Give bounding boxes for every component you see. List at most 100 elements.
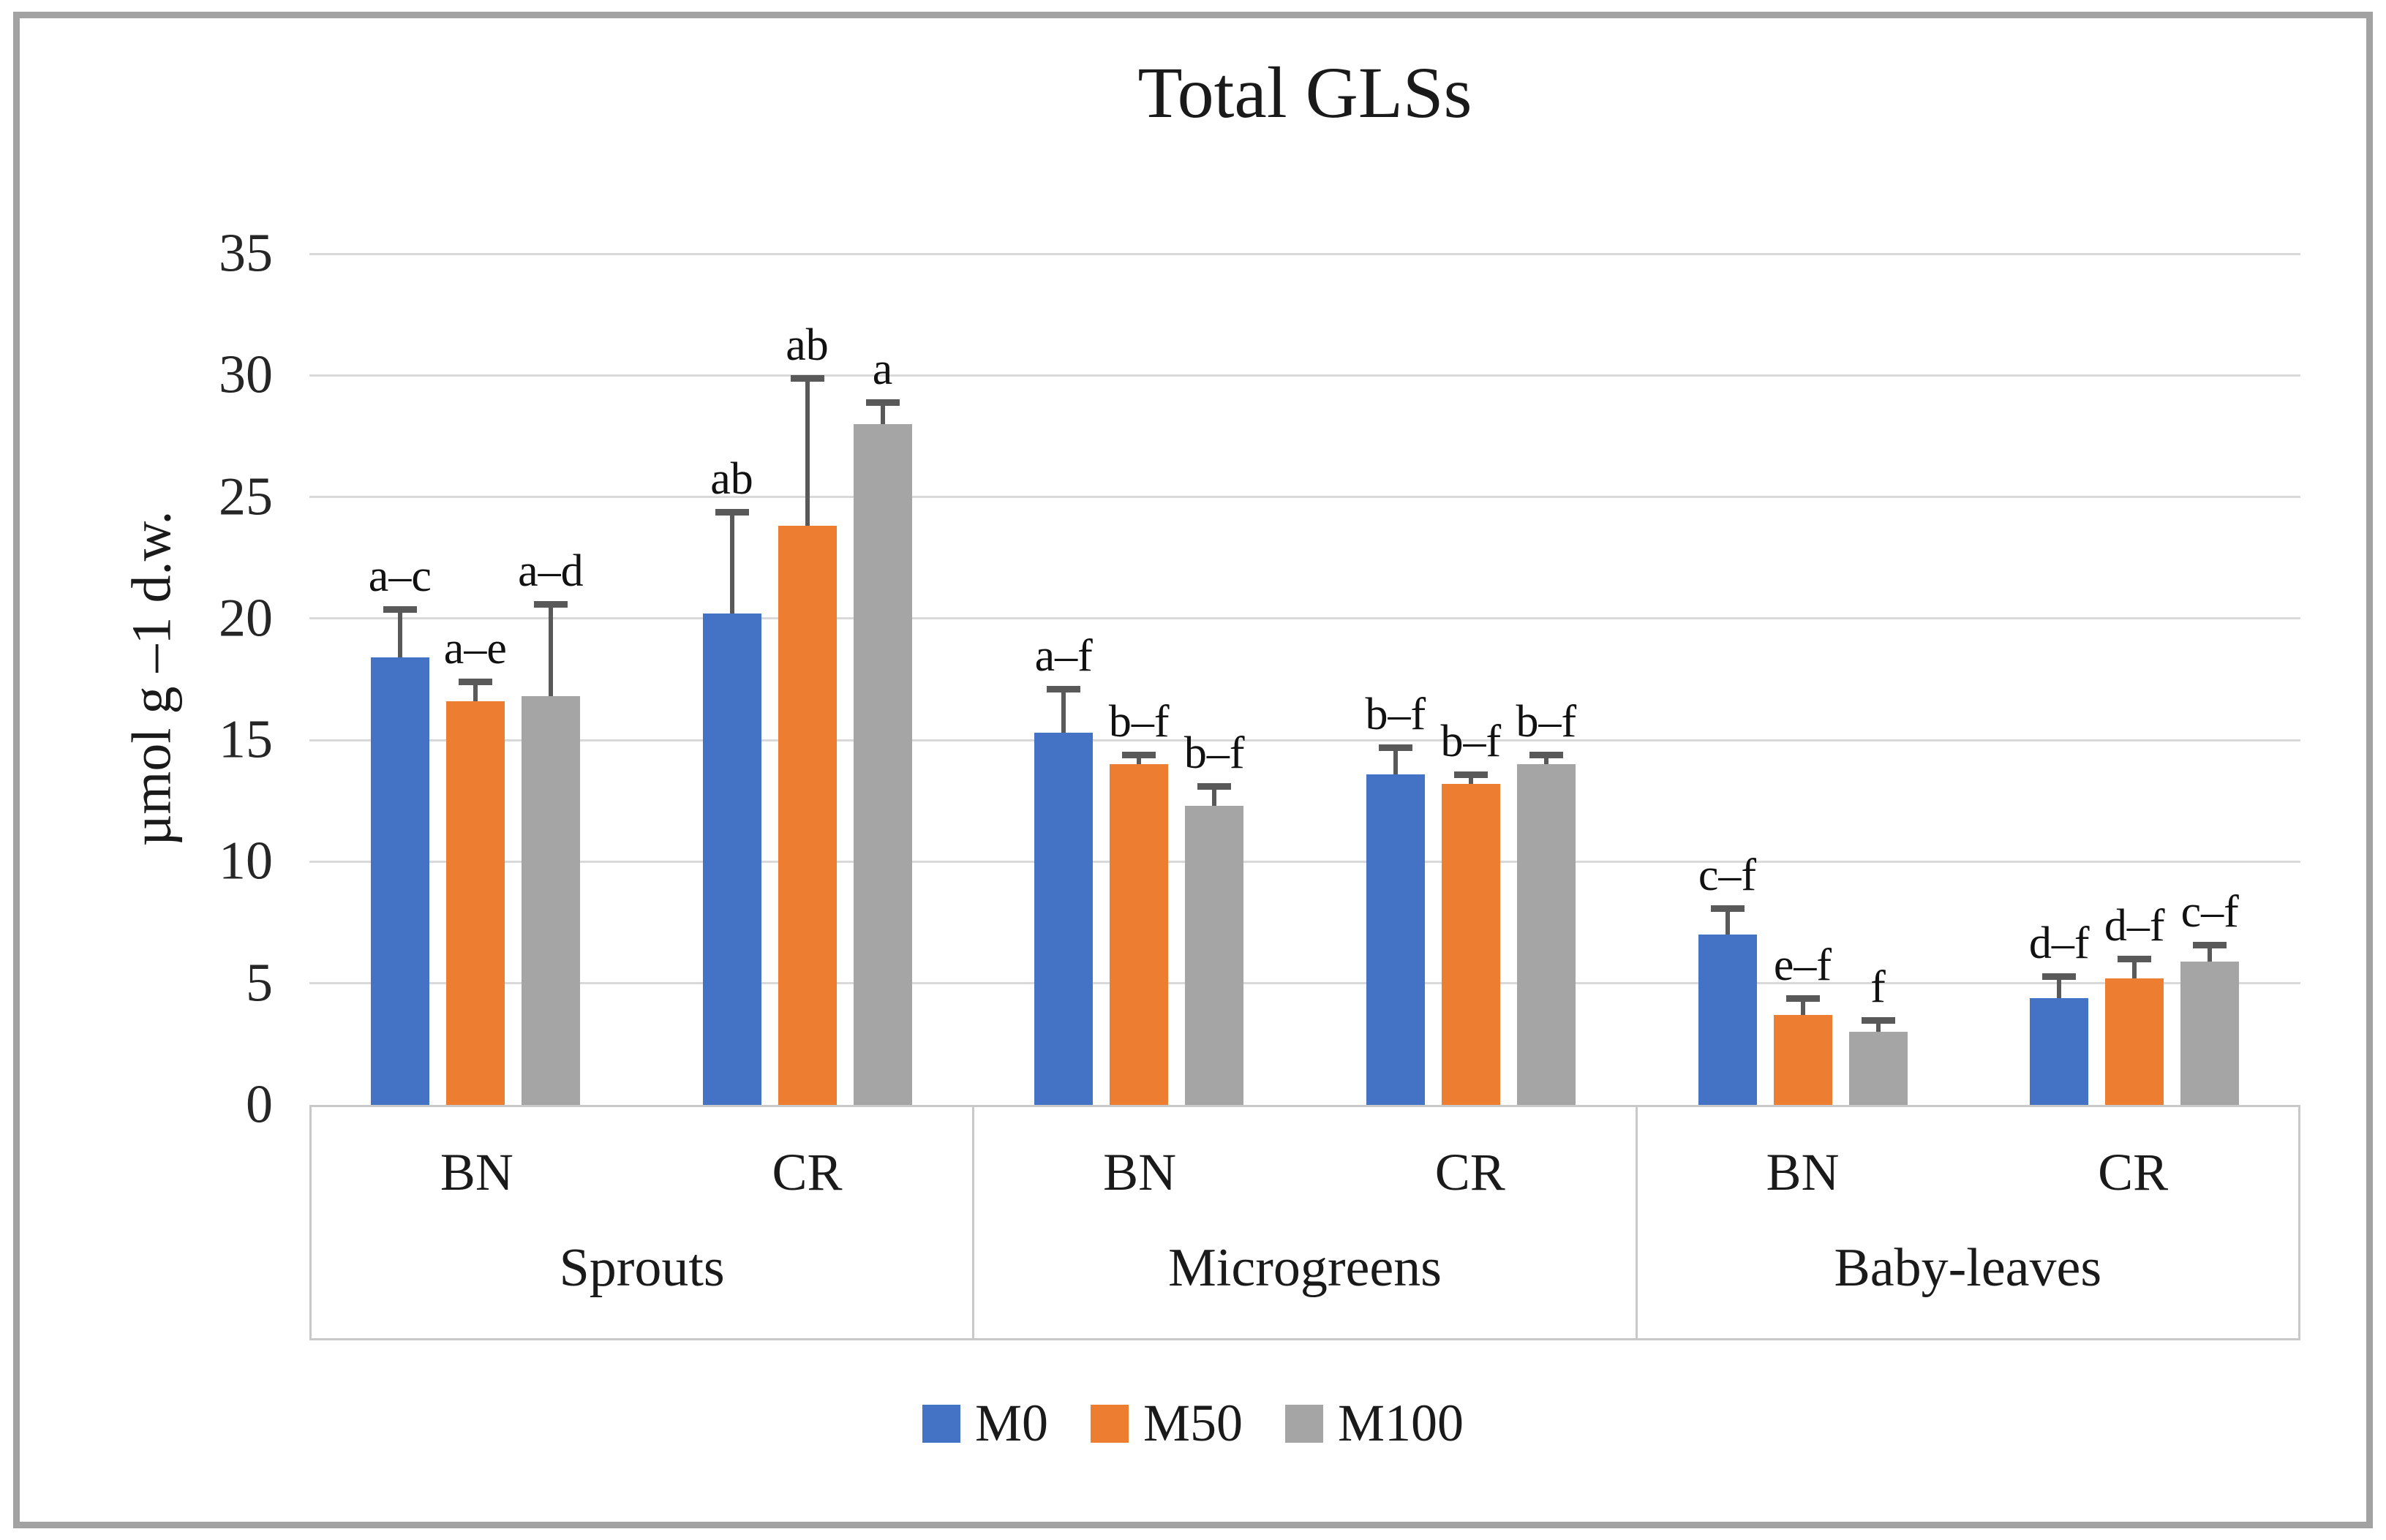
legend-swatch-icon xyxy=(1090,1404,1129,1443)
error-bar-cap xyxy=(790,374,824,382)
significance-letter: ab xyxy=(786,320,829,370)
bar-sprouts-bn-m0 xyxy=(370,657,429,1105)
error-bar xyxy=(548,603,553,697)
bar-sprouts-bn-m100 xyxy=(521,696,580,1105)
y-tick-label: 35 xyxy=(219,223,273,284)
error-bar-cap xyxy=(533,600,568,608)
gridline xyxy=(309,982,2300,985)
error-bar-cap xyxy=(2193,941,2227,948)
bar-baby-leaves-cr-m50 xyxy=(2105,978,2164,1105)
legend-label: M0 xyxy=(974,1394,1048,1452)
legend-swatch-icon xyxy=(1285,1404,1324,1443)
y-tick-label: 30 xyxy=(219,344,273,405)
error-bar xyxy=(1875,1019,1881,1033)
y-tick-label: 20 xyxy=(219,588,273,649)
bar-microgreens-cr-m50 xyxy=(1441,784,1500,1105)
error-bar xyxy=(880,401,885,424)
bar-sprouts-cr-m0 xyxy=(702,614,761,1105)
bar-baby-leaves-bn-m0 xyxy=(1698,935,1757,1105)
legend-swatch-icon xyxy=(922,1404,960,1443)
legend-item-m50: M50 xyxy=(1090,1393,1243,1454)
group-label-sprouts: Sprouts xyxy=(559,1238,725,1298)
bar-baby-leaves-cr-m100 xyxy=(2180,961,2240,1105)
error-bar-cap xyxy=(1861,1016,1895,1024)
significance-letter: a xyxy=(872,344,893,394)
error-bar-cap xyxy=(715,508,749,516)
cultivar-row: BN CR xyxy=(974,1107,1635,1237)
error-bar-cap xyxy=(458,679,492,686)
significance-letter: b–f xyxy=(1516,697,1577,747)
figure-frame xyxy=(13,12,2373,1528)
significance-letter: b–f xyxy=(1183,728,1245,779)
bar-microgreens-cr-m100 xyxy=(1516,764,1576,1105)
error-bar-cap xyxy=(1785,994,1820,1002)
legend-label: M100 xyxy=(1338,1394,1464,1452)
bar-microgreens-cr-m0 xyxy=(1366,774,1425,1105)
error-bar-cap xyxy=(865,399,900,406)
significance-letter: a–f xyxy=(1034,631,1093,682)
error-bar-cap xyxy=(1378,744,1412,752)
category-axis: BN CR Sprouts BN CR Microgreens BN CR Baby-leave… xyxy=(309,1105,2300,1340)
error-bar xyxy=(729,511,734,614)
y-tick-label: 15 xyxy=(219,709,273,770)
bar-sprouts-cr-m100 xyxy=(853,423,912,1105)
bar-microgreens-bn-m100 xyxy=(1185,805,1244,1105)
error-bar xyxy=(1212,786,1217,806)
significance-letter: e–f xyxy=(1773,940,1832,990)
bar-sprouts-cr-m50 xyxy=(778,526,837,1105)
significance-letter: d–f xyxy=(2104,901,2165,951)
error-bar-cap xyxy=(1710,905,1745,912)
significance-letter: f xyxy=(1870,962,1886,1012)
error-bar xyxy=(1393,747,1398,774)
category-label-bn: BN xyxy=(1766,1142,1840,1201)
category-label-cr: CR xyxy=(1434,1142,1505,1201)
significance-letter: a–d xyxy=(518,546,584,596)
bar-baby-leaves-bn-m100 xyxy=(1848,1032,1908,1105)
error-bar-cap xyxy=(2042,973,2077,980)
gridline xyxy=(309,496,2300,499)
y-tick-label: 10 xyxy=(219,831,273,891)
error-bar-cap xyxy=(1047,686,1081,693)
chart-title: Total GLSs xyxy=(1137,52,1472,133)
legend-item-m0: M0 xyxy=(922,1393,1048,1454)
y-tick-label: 25 xyxy=(219,467,273,527)
legend: M0 M50 M100 xyxy=(0,1393,2386,1454)
significance-letter: b–f xyxy=(1365,690,1426,740)
error-bar xyxy=(1061,689,1066,733)
significance-letter: ab xyxy=(710,453,753,504)
error-bar xyxy=(1725,907,1730,935)
gridline xyxy=(309,374,2300,377)
bar-microgreens-bn-m0 xyxy=(1034,733,1094,1105)
cultivar-row: BN CR xyxy=(1638,1107,2298,1237)
category-label-cr: CR xyxy=(772,1142,843,1201)
gridline xyxy=(309,252,2300,255)
category-label-cr: CR xyxy=(2098,1142,2169,1201)
bar-sprouts-bn-m50 xyxy=(445,701,505,1105)
significance-letter: a–e xyxy=(443,624,507,674)
gridline xyxy=(309,739,2300,741)
error-bar-cap xyxy=(383,605,417,613)
error-bar xyxy=(1800,997,1805,1015)
error-bar xyxy=(2057,975,2062,998)
error-bar xyxy=(805,377,810,526)
significance-letter: c–f xyxy=(2180,886,2239,937)
category-section-baby-leaves: BN CR Baby-leaves xyxy=(1635,1107,2298,1338)
legend-item-m100: M100 xyxy=(1285,1393,1464,1454)
y-axis-title: µmol g –1 d.w. xyxy=(121,510,183,847)
significance-letter: b–f xyxy=(1108,697,1170,747)
plot-area: 0 5 10 15 20 25 30 35 a–c a–e a–d ab ab a a–f b–f b–f b–f… xyxy=(219,224,2300,1135)
error-bar xyxy=(2132,959,2137,979)
error-bar xyxy=(2208,944,2213,962)
category-section-sprouts: BN CR Sprouts xyxy=(312,1107,972,1338)
error-bar xyxy=(1543,755,1548,765)
error-bar-cap xyxy=(1197,783,1232,790)
bar-baby-leaves-cr-m0 xyxy=(2030,997,2089,1105)
gridline xyxy=(309,617,2300,620)
category-label-bn: BN xyxy=(1103,1142,1177,1201)
error-bar xyxy=(1137,755,1142,765)
error-bar-cap xyxy=(1529,752,1563,759)
significance-letter: c–f xyxy=(1698,850,1757,900)
error-bar-cap xyxy=(2118,956,2152,963)
error-bar-cap xyxy=(1122,752,1156,759)
